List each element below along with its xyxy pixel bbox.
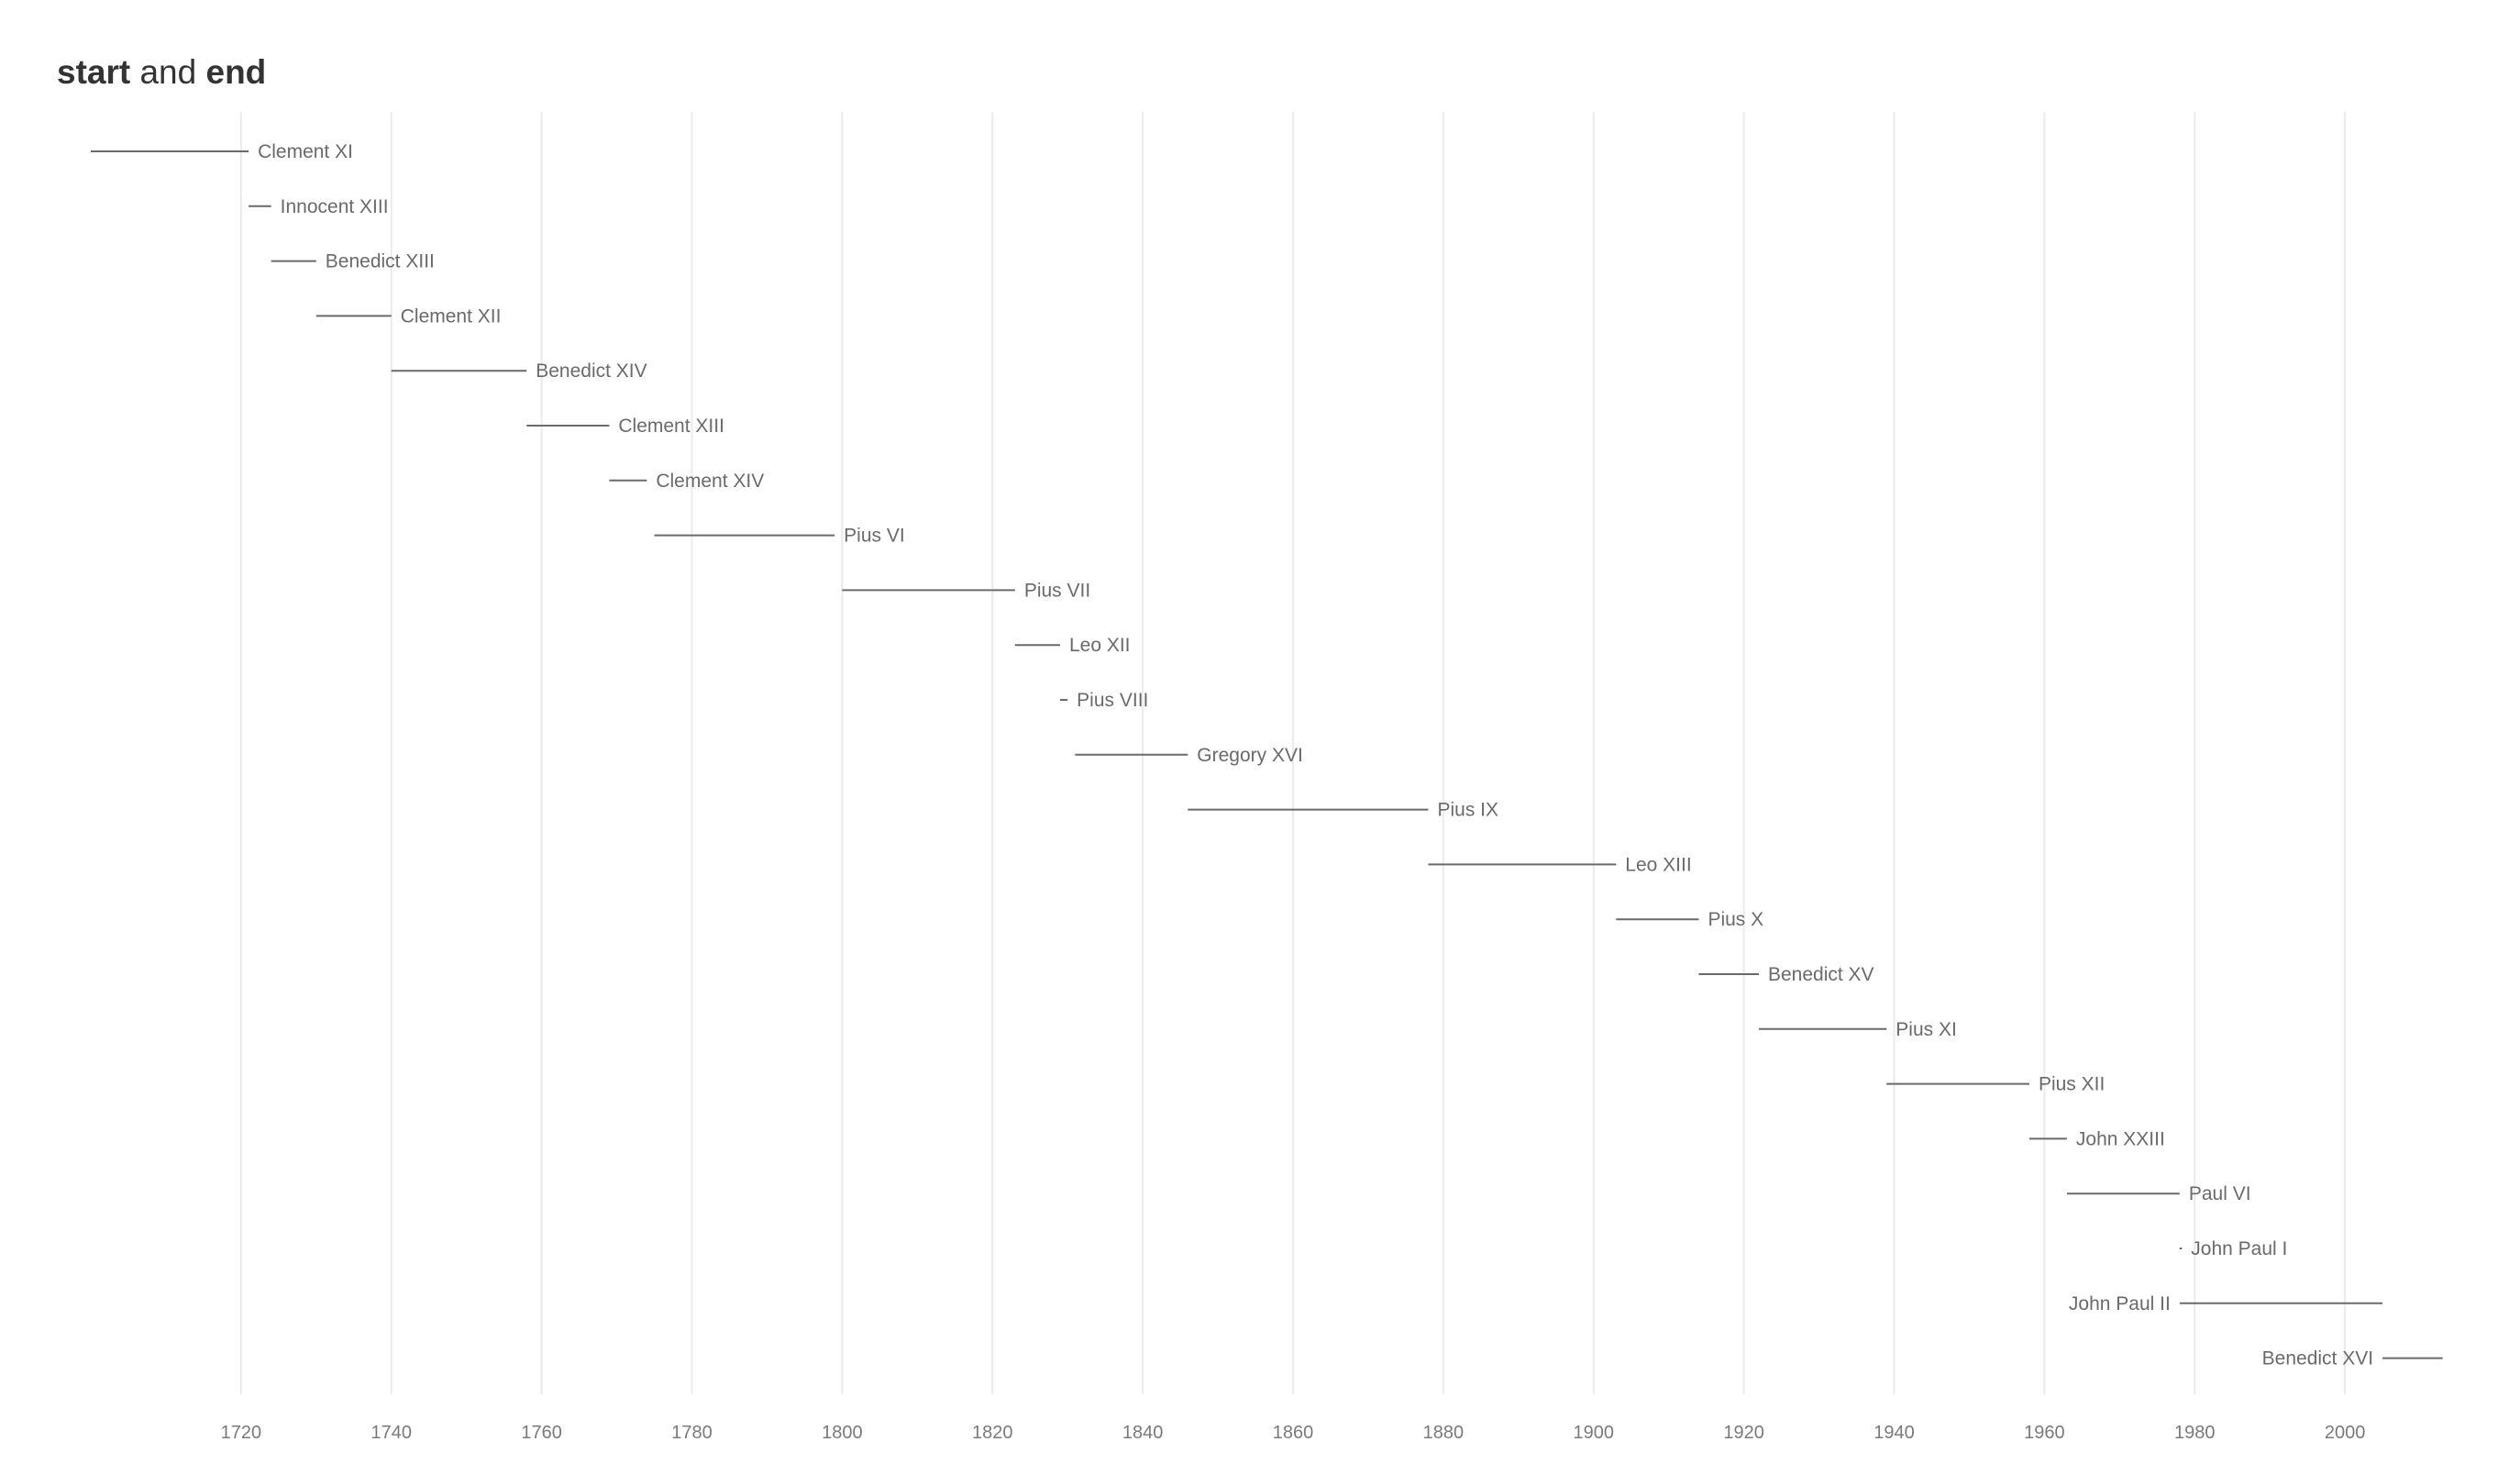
chart-title: start and end (57, 53, 266, 92)
x-tick-label: 1980 (2174, 1423, 2216, 1443)
x-axis-ticks: 1720 1740 1760 1780 1800 1820 1840 1860 1880 1900… (221, 1423, 2366, 1443)
reign-label: Benedict XIII (326, 251, 435, 272)
chart-title-and: and (139, 53, 197, 91)
reign-label: Pius VI (844, 526, 905, 547)
reign-label: Pius XI (1896, 1019, 1957, 1040)
chart-title-start: start (57, 53, 131, 91)
grid-layer (239, 112, 2347, 1394)
reign-label: John XXIII (2076, 1128, 2165, 1149)
reign-label: Leo XII (1069, 635, 1131, 656)
x-tick-label: 1920 (1723, 1423, 1764, 1443)
x-tick-label: 1880 (1423, 1423, 1464, 1443)
x-tick-label: 1800 (822, 1423, 863, 1443)
reign-label: Pius VIII (1077, 690, 1148, 711)
reign-label: Clement XII (401, 305, 502, 327)
x-tick-label: 1720 (221, 1423, 262, 1443)
reign-label: Clement XI (258, 141, 353, 162)
x-tick-label: 1860 (1273, 1423, 1314, 1443)
reign-label: Clement XIV (656, 471, 764, 492)
x-tick-label: 2000 (2325, 1423, 2366, 1443)
x-tick-label: 1940 (1873, 1423, 1915, 1443)
x-tick-label: 1780 (671, 1423, 713, 1443)
chart-title-end: end (205, 53, 267, 91)
x-tick-label: 1820 (972, 1423, 1013, 1443)
reign-label: Leo XIII (1625, 854, 1691, 875)
reign-label: Paul VI (2189, 1183, 2251, 1204)
reign-label: John Paul I (2191, 1238, 2287, 1259)
reign-label: Clement XIII (618, 416, 724, 437)
reign-bars (91, 150, 2443, 1359)
reign-label: Pius IX (1437, 800, 1498, 821)
x-tick-label: 1960 (2024, 1423, 2065, 1443)
x-tick-label: 1900 (1573, 1423, 1614, 1443)
x-tick-label: 1760 (521, 1423, 562, 1443)
x-tick-label: 1840 (1122, 1423, 1164, 1443)
reign-labels: Clement XI Innocent XIII Benedict XIII Clem… (258, 141, 2373, 1370)
reign-label: Gregory XVI (1197, 745, 1303, 766)
reign-label: John Paul II (2069, 1293, 2171, 1314)
reign-label: Benedict XVI (2262, 1348, 2373, 1370)
reign-label: Pius XII (2039, 1074, 2105, 1095)
reign-label: Innocent XIII (281, 196, 389, 217)
reign-label: Benedict XIV (536, 360, 647, 382)
x-tick-label: 1740 (370, 1423, 412, 1443)
reign-label: Pius VII (1024, 580, 1090, 601)
reign-label: Benedict XV (1768, 964, 1874, 985)
reign-label: Pius X (1708, 909, 1763, 930)
